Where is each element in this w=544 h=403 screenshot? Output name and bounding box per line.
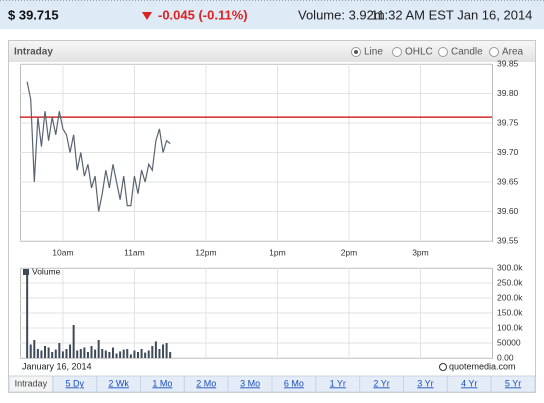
volume-bar [29,344,32,358]
radio-button[interactable] [438,47,448,57]
radio-button[interactable] [489,47,499,57]
y-tick-label: 39.75 [497,117,519,127]
x-tick-label: 2pm [341,247,358,257]
panel-title-bar [9,41,535,62]
y-tick-label: 100.0k [497,322,523,332]
footer-date: January 16, 2014 [22,361,92,371]
volume-bar [97,340,100,358]
volume-bar [54,349,57,358]
radio-button[interactable] [392,47,402,57]
y-tick-label: 39.65 [497,176,519,186]
legend-swatch [23,269,29,275]
volume-bar [119,351,122,358]
volume-bar [61,351,64,358]
tab-label[interactable]: 4 Yr [461,378,477,388]
x-tick-label: 11am [124,247,145,257]
panel-title: Intraday [14,47,53,58]
volume-bar [44,346,47,358]
volume-bar [129,354,132,358]
volume-bar [69,344,72,358]
y-tick-label: 39.70 [497,147,519,157]
volume-bar [137,352,139,358]
change: -0.045 (-0.11%) [158,7,248,22]
x-tick-label: 10am [52,247,73,257]
volume-bar [122,349,125,358]
volume-bar [147,350,150,358]
volume-bar [36,349,39,358]
down-arrow [142,12,152,20]
tab-label[interactable]: 5 Yr [505,378,521,388]
y-tick-label: 0.00 [497,352,514,362]
volume-bar [58,343,61,358]
source: quotemedia.com [449,361,516,371]
volume-bar [79,349,82,358]
volume-bar [126,349,129,358]
timestamp: 11:32 AM EST Jan 16, 2014 [371,7,532,22]
source-logo [439,363,447,371]
tab-label[interactable]: 6 Mo [284,378,304,388]
volume-bar [151,346,154,358]
header-bar [0,0,544,29]
volume-bar [108,352,111,358]
price: $ 39.715 [8,7,59,22]
radio-label[interactable]: Line [364,47,383,58]
volume-bar [140,349,143,358]
volume-bar [154,341,157,358]
tab-label[interactable]: 3 Yr [417,378,433,388]
volume: Volume: 3.92m [298,7,385,22]
radio-label[interactable]: OHLC [405,47,433,58]
tab-label[interactable]: 1 Mo [152,378,172,388]
tab-label[interactable]: 2 Yr [373,378,389,388]
chart-title: Volume [32,266,61,276]
tab-label[interactable]: 2 Mo [196,378,216,388]
radio-label[interactable]: Candle [451,47,483,58]
volume-bar [165,343,168,358]
volume-bar [162,344,165,358]
tab-label[interactable]: 3 Mo [240,378,260,388]
tab-label[interactable]: 5 Dy [65,378,84,388]
volume-bar [94,349,97,358]
volume-bar [169,352,172,358]
tab[interactable] [490,375,536,393]
y-tick-label: 150.0k [497,307,523,317]
volume-bar [51,352,54,358]
volume-bar [72,325,75,358]
volume-bar [65,349,68,358]
volume-bar [144,352,147,358]
volume-bar [83,347,86,358]
y-tick-label: 250.0k [497,277,523,287]
volume-bar [158,349,161,358]
y-tick-label: 200.0k [497,292,523,302]
tab-label[interactable]: Intraday [15,378,48,388]
price-line [26,81,171,212]
tab-label[interactable]: 2 Wk [108,378,129,388]
volume-bar [111,347,114,358]
y-tick-label: 39.55 [497,235,519,245]
volume-bar [86,352,89,358]
y-tick-label: 300.0k [497,262,523,272]
volume-bar [26,271,29,358]
x-tick-label: 12pm [195,247,216,257]
volume-bar [133,350,136,358]
volume-bar [90,346,93,358]
y-tick-label: 50000 [497,337,521,347]
y-tick-label: 39.60 [497,206,519,216]
x-tick-label: 3pm [412,247,429,257]
y-tick-label: 39.80 [497,88,519,98]
volume-bar [104,350,107,358]
volume-bar [40,350,43,358]
volume-bar [101,349,104,358]
chart-layer: 39.85 39.80 39.75 39.70 39.65 39.60 39.55 10am 1… [20,58,523,362]
y-tick-label: 39.85 [497,58,519,68]
radio-dot [354,50,358,54]
volume-bar [115,353,118,358]
tab-label[interactable]: 1 Yr [330,378,346,388]
volume-bar [47,347,50,358]
volume-bar [33,340,36,358]
volume-bar [76,350,79,358]
x-tick-label: 1pm [269,247,286,257]
radio-label[interactable]: Area [502,47,524,58]
panel [8,40,536,393]
